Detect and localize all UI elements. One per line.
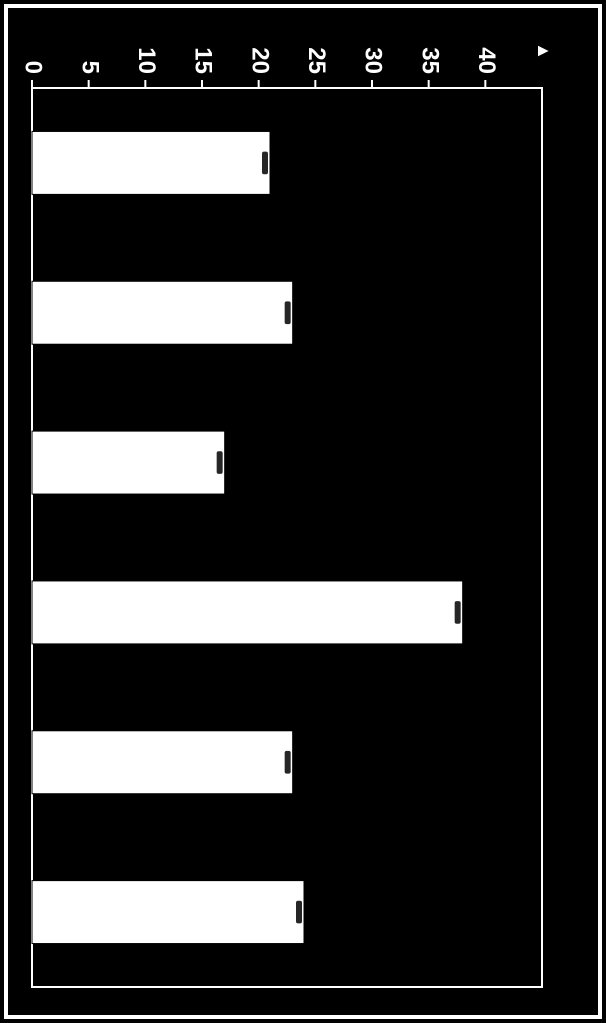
bar — [32, 581, 463, 644]
y-tick-label: 5 — [76, 61, 103, 74]
bar — [32, 881, 304, 944]
bar — [32, 131, 270, 194]
bar — [32, 431, 225, 494]
y-tick-label: 15 — [190, 47, 217, 74]
bar-chart: 0 5 10 15 20 25 30 35 40 ▲ — [0, 0, 606, 1023]
bar-top-mark — [285, 301, 291, 324]
bar — [32, 281, 293, 344]
y-tick-label: 25 — [303, 47, 330, 74]
bar-top-mark — [217, 451, 223, 474]
axis-arrow-icon: ▲ — [534, 42, 554, 60]
bar-top-mark — [296, 901, 302, 924]
bar-top-mark — [455, 601, 461, 624]
y-tick-label: 0 — [20, 61, 47, 74]
y-tick-label: 35 — [416, 47, 443, 74]
bar-top-mark — [285, 751, 291, 774]
chart-container: 0 5 10 15 20 25 30 35 40 ▲ — [0, 0, 606, 1023]
bar-top-mark — [262, 152, 268, 175]
y-tick-label: 40 — [473, 47, 500, 74]
bar — [32, 731, 293, 794]
plot-area — [32, 88, 542, 987]
y-tick-label: 10 — [133, 47, 160, 74]
rotated-chart-group: 0 5 10 15 20 25 30 35 40 ▲ — [20, 42, 554, 987]
y-tick-label: 20 — [246, 47, 273, 74]
y-tick-label: 30 — [360, 47, 387, 74]
